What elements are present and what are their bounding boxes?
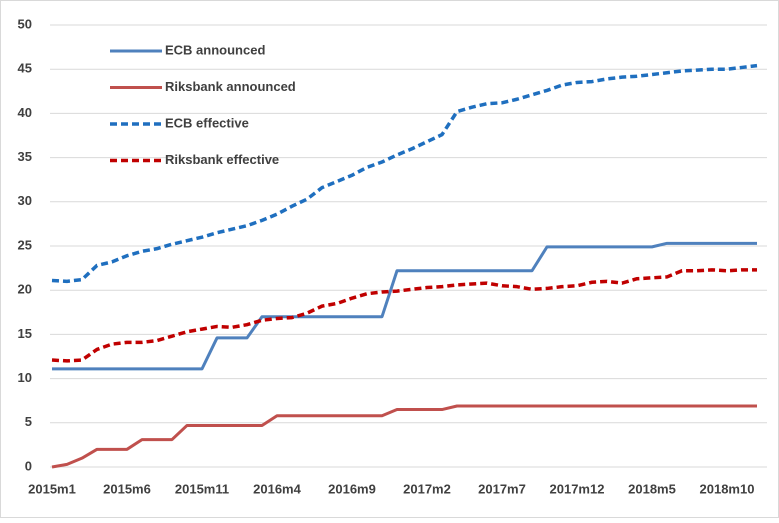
series-line xyxy=(52,241,757,371)
x-tick-label: 2017m2 xyxy=(403,481,451,496)
x-tick-label: 2016m4 xyxy=(253,481,301,496)
y-tick-label: 40 xyxy=(18,105,32,120)
series-line xyxy=(51,268,757,363)
x-tick-label: 2018m10 xyxy=(700,481,755,496)
y-tick-label: 50 xyxy=(18,16,32,31)
y-tick-label: 30 xyxy=(18,193,32,208)
x-tick-label: 2015m1 xyxy=(28,481,76,496)
x-tick-label: 2017m7 xyxy=(478,481,526,496)
y-tick-label: 0 xyxy=(25,458,32,473)
y-tick-label: 10 xyxy=(18,370,32,385)
legend-label: ECB effective xyxy=(165,115,249,130)
y-tick-label: 20 xyxy=(18,282,32,297)
x-tick-label: 2015m11 xyxy=(175,481,229,496)
y-tick-label: 25 xyxy=(18,237,32,252)
x-tick-label: 2018m5 xyxy=(628,481,676,496)
series-line xyxy=(51,404,757,469)
legend-label: ECB announced xyxy=(165,42,265,57)
x-tick-label: 2017m12 xyxy=(550,481,605,496)
y-tick-label: 5 xyxy=(25,414,32,429)
y-tick-label: 35 xyxy=(18,149,32,164)
y-tick-label: 15 xyxy=(18,326,32,341)
x-tick-label: 2015m6 xyxy=(103,481,151,496)
x-tick-label: 2016m9 xyxy=(328,481,376,496)
y-tick-label: 45 xyxy=(18,61,32,76)
series-line xyxy=(51,63,758,284)
legend-label: Riksbank announced xyxy=(165,79,296,94)
legend-label: Riksbank effective xyxy=(165,152,279,167)
